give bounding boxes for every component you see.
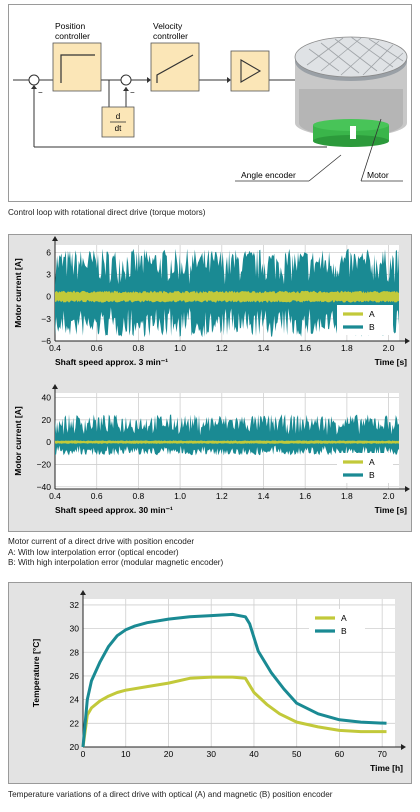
y-tick-label: 0: [46, 292, 51, 302]
svg-text:−: −: [130, 88, 135, 97]
temperature-panel: 0 10 20 30 40 50 60 70 20 22 24 26 28 30 32 Temperature…: [8, 582, 412, 784]
y-tick-label: 6: [46, 247, 51, 257]
y-tick-label: 22: [70, 718, 80, 728]
y-axis-title: Motor current [A]: [13, 406, 23, 476]
x-tick-label: 1.4: [258, 491, 270, 501]
x-tick-label: 1.0: [174, 491, 186, 501]
y-tick-label: 20: [42, 415, 52, 425]
velocity-controller-label-1: Velocity: [153, 21, 183, 31]
x-tick-label: 0.4: [49, 491, 61, 501]
motor-illustration: [294, 36, 408, 147]
legend-label: A: [369, 309, 375, 319]
y-tick-label: 20: [70, 742, 80, 752]
x-axis-arrow: [401, 744, 406, 750]
series-A-band: [55, 290, 399, 303]
x-tick-label: 0.4: [49, 343, 61, 353]
y-tick-label: −3: [41, 314, 51, 324]
legend-label: B: [369, 470, 375, 480]
x-tick-label: 1.8: [341, 491, 353, 501]
legend-box: [337, 453, 393, 483]
x-tick-label: 10: [121, 749, 131, 759]
y-axis-title: Temperature [°C]: [31, 639, 41, 708]
y-tick-label: 26: [70, 671, 80, 681]
x-axis-arrow: [405, 338, 410, 344]
legend-box: [337, 305, 393, 335]
series-A-line: [81, 675, 387, 748]
x-tick-label: 2.0: [383, 491, 395, 501]
y-axis-arrow: [52, 384, 58, 389]
velocity-controller-label-2: controller: [153, 31, 188, 41]
motor-label: Motor: [367, 170, 389, 180]
series-A-band: [55, 440, 399, 444]
x-tick-label: 0.6: [91, 343, 103, 353]
y-tick-label: −20: [37, 459, 52, 469]
x-tick-label: 1.6: [299, 491, 311, 501]
y-tick-label: 24: [70, 695, 80, 705]
position-controller-label-2: controller: [55, 31, 90, 41]
motor-current-caption-line: Motor current of a direct drive with pos…: [8, 537, 195, 546]
x-tick-label: 70: [377, 749, 387, 759]
x-tick-label: 1.6: [299, 343, 311, 353]
x-tick-label: 60: [335, 749, 345, 759]
x-tick-label: 0: [81, 749, 86, 759]
temperature-caption: Temperature variations of a direct drive…: [8, 790, 333, 799]
y-axis-arrow: [80, 590, 86, 595]
y-tick-label: 28: [70, 647, 80, 657]
x-axis-title: Time [s]: [375, 357, 408, 367]
x-axis-arrow: [405, 486, 410, 492]
x-tick-label: 0.6: [91, 491, 103, 501]
x-tick-label: 1.2: [216, 343, 228, 353]
series-B-line: [81, 612, 387, 748]
control-loop-diagram: − − Position controller d dt Velocity co…: [13, 21, 408, 182]
legend-box: [309, 609, 365, 639]
y-tick-label: 32: [70, 600, 80, 610]
chart-subtitle: Shaft speed approx. 3 min⁻¹: [55, 357, 168, 367]
motor-current-charts: 0.4 0.6 0.8 1.0 1.2 1.4 1.6 1.8 2.0 6 3 0 −3 −6 Motor …: [13, 236, 410, 515]
x-axis-title: Time [s]: [375, 505, 408, 515]
control-loop-panel: − − Position controller d dt Velocity co…: [8, 4, 412, 202]
x-tick-label: 40: [249, 749, 259, 759]
position-controller-label-1: Position: [55, 21, 86, 31]
y-axis-arrow: [52, 236, 58, 241]
motor-current-caption: Motor current of a direct drive with pos…: [8, 537, 223, 569]
series-B-band: [55, 414, 399, 456]
control-loop-caption: Control loop with rotational direct driv…: [8, 208, 206, 217]
y-tick-label: 40: [42, 392, 52, 402]
x-tick-label: 2.0: [383, 343, 395, 353]
motor-current-panel: 0.4 0.6 0.8 1.0 1.2 1.4 1.6 1.8 2.0 6 3 0 −3 −6 Motor …: [8, 234, 412, 532]
legend-label: B: [369, 322, 375, 332]
derivative-numerator: d: [116, 112, 120, 121]
derivative-denominator: dt: [115, 124, 122, 133]
y-tick-label: −40: [37, 482, 52, 492]
amplifier-block: [230, 50, 270, 92]
legend-label: A: [341, 613, 347, 623]
y-tick-label: 0: [46, 437, 51, 447]
svg-text:−: −: [38, 88, 43, 97]
y-tick-label: 30: [70, 624, 80, 634]
x-tick-label: 50: [292, 749, 302, 759]
x-tick-label: 30: [206, 749, 216, 759]
x-tick-label: 1.8: [341, 343, 353, 353]
y-tick-label: 3: [46, 270, 51, 280]
legend-label: B: [341, 626, 347, 636]
legend-label: A: [369, 457, 375, 467]
x-tick-label: 1.4: [258, 343, 270, 353]
temperature-chart: 0 10 20 30 40 50 60 70 20 22 24 26 28 30 32 Temperature…: [31, 590, 406, 773]
x-tick-label: 0.8: [132, 343, 144, 353]
x-tick-label: 0.8: [132, 491, 144, 501]
motor-current-caption-line: A: With low interpolation error (optical…: [8, 547, 179, 557]
angle-encoder-label: Angle encoder: [241, 170, 296, 180]
y-axis-title: Motor current [A]: [13, 258, 23, 328]
x-tick-label: 1.2: [216, 491, 228, 501]
chart-subtitle: Shaft speed approx. 30 min⁻¹: [55, 505, 173, 515]
position-controller-block: [52, 42, 102, 92]
motor-current-caption-line: B: With high interpolation error (modula…: [8, 558, 224, 567]
x-axis-title: Time [h]: [370, 763, 403, 773]
x-tick-label: 20: [164, 749, 174, 759]
velocity-controller-block: [150, 42, 200, 92]
y-tick-label: −6: [41, 336, 51, 346]
x-tick-label: 1.0: [174, 343, 186, 353]
